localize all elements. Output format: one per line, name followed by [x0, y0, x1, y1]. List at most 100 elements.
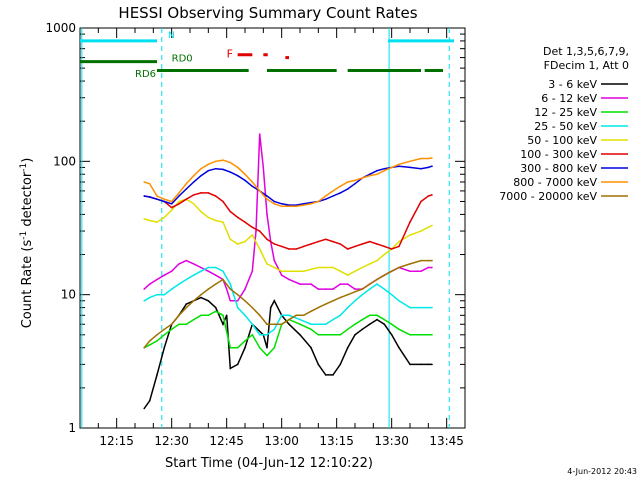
legend-label-8: 800 - 7000 keV — [513, 176, 597, 189]
series-1-point — [420, 363, 422, 366]
series-1-point — [383, 323, 386, 326]
series-1-point — [266, 346, 268, 349]
series-7-point — [354, 182, 356, 185]
series-1-point — [346, 346, 349, 349]
series-1-point — [273, 300, 276, 302]
series-4-point — [251, 323, 254, 326]
series-6-point — [229, 210, 232, 213]
series-8-point — [170, 200, 173, 203]
series-4-point — [170, 288, 173, 290]
series-4-point — [383, 288, 386, 290]
series-9-point — [427, 259, 430, 262]
series-6-point — [354, 245, 356, 248]
series-5-point — [178, 200, 180, 203]
series-8-point — [178, 192, 180, 194]
series-5-point — [251, 234, 254, 236]
series-4-point — [207, 266, 210, 269]
y-axis-label-sup2: -1 — [19, 163, 29, 172]
series-6-point — [192, 194, 195, 196]
series-5-point — [192, 203, 195, 205]
series-7-point — [409, 166, 411, 169]
legend-label-4: 25 - 50 keV — [534, 120, 597, 133]
series-9-point — [295, 314, 298, 317]
series-2-point — [310, 283, 312, 285]
series-3-point — [258, 346, 261, 349]
series-4-point — [346, 306, 349, 309]
series-4-point — [163, 293, 166, 296]
series-4-point — [409, 306, 411, 309]
series-3-point — [376, 314, 378, 317]
series-2-point — [431, 266, 433, 269]
series-1-point — [299, 334, 301, 336]
y-axis-label-sup1: -1 — [19, 231, 29, 240]
series-5-point — [229, 238, 232, 241]
series-line-6 — [144, 192, 433, 250]
y-tick-label: 10 — [61, 288, 76, 302]
plot-area: 1 10 100 1000 12:15 12:30 12:45 13:00 13:15 13:30… — [45, 21, 466, 448]
series-1-point — [244, 346, 246, 349]
x-axis-label: Start Time (04-Jun-12 12:10:22) — [165, 456, 373, 471]
series-6-point — [244, 221, 246, 223]
series-5-point — [361, 266, 364, 269]
series-1-point — [143, 407, 145, 410]
series-9-point — [280, 323, 283, 326]
series-6-point — [222, 200, 224, 203]
series-9-point — [431, 259, 433, 262]
series-1-point — [390, 334, 393, 336]
x-tick-label: 12:45 — [209, 434, 244, 448]
series-8-point — [229, 161, 232, 164]
series-8-point — [317, 200, 320, 203]
series-8-point — [324, 195, 327, 197]
series-8-point — [148, 182, 151, 185]
series-2-point — [192, 263, 195, 265]
series-6-point — [368, 240, 371, 243]
series-1-point — [229, 367, 232, 370]
series-3-point — [266, 354, 268, 357]
series-line-9 — [143, 259, 432, 349]
series-9-point — [236, 293, 239, 296]
series-1-point — [409, 363, 411, 366]
series-3-point — [332, 334, 334, 336]
y-axis-label-end: ) — [20, 158, 35, 163]
series-3-point — [299, 323, 301, 326]
series-1-point — [427, 363, 430, 366]
series-8-point — [288, 205, 290, 208]
series-2-point — [354, 288, 356, 290]
series-3-point — [163, 334, 166, 336]
series-8-point — [332, 190, 334, 192]
legend-label-9: 7000 - 20000 keV — [499, 190, 597, 203]
series-9-point — [310, 310, 312, 313]
series-7-point — [427, 166, 430, 169]
series-6-point — [302, 245, 305, 248]
legend-label-2: 6 - 12 keV — [541, 92, 597, 105]
series-2-point — [273, 259, 276, 262]
series-9-point — [143, 346, 145, 349]
series-3-point — [170, 328, 173, 331]
series-5-point — [302, 270, 305, 273]
series-8-point — [368, 174, 371, 177]
series-4-point — [229, 283, 232, 285]
series-7-point — [214, 167, 217, 170]
series-6-point — [361, 243, 364, 245]
series-6-point — [409, 221, 411, 223]
series-6-point — [258, 230, 261, 232]
series-3-point — [222, 314, 224, 317]
series-9-point — [383, 274, 386, 277]
series-2-point — [163, 274, 166, 277]
series-8-point — [427, 157, 430, 160]
series-3-point — [398, 328, 400, 331]
series-5-point — [354, 270, 356, 273]
series-5-point — [368, 263, 371, 265]
series-2-point — [225, 288, 228, 290]
series-3-point — [346, 328, 349, 331]
series-9-point — [200, 293, 202, 296]
series-3-point — [431, 334, 433, 336]
series-4-point — [148, 296, 151, 299]
series-8-point — [339, 185, 342, 188]
series-8-point — [251, 181, 254, 183]
series-3-point — [244, 340, 246, 342]
series-8-point — [192, 174, 195, 177]
series-5-point — [244, 240, 246, 243]
series-6-point — [339, 243, 342, 245]
series-1-point — [368, 323, 371, 326]
